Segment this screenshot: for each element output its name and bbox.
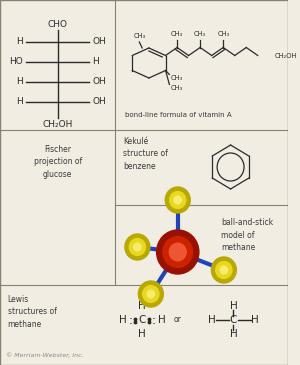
- Text: H: H: [138, 301, 146, 311]
- Circle shape: [143, 285, 159, 303]
- Text: :: :: [129, 314, 133, 327]
- Circle shape: [138, 281, 163, 307]
- Text: CH₃: CH₃: [171, 31, 183, 36]
- Text: CH₂OH: CH₂OH: [43, 120, 73, 129]
- Text: CH₂OH: CH₂OH: [275, 53, 298, 58]
- Circle shape: [125, 234, 150, 260]
- Text: H: H: [119, 315, 127, 325]
- Text: OH: OH: [92, 38, 106, 46]
- Text: ball-and-stick
model of
methane: ball-and-stick model of methane: [221, 218, 273, 252]
- Text: C: C: [139, 315, 146, 325]
- Text: bond-line formula of vitamin A: bond-line formula of vitamin A: [125, 112, 232, 118]
- Text: H: H: [16, 97, 23, 107]
- Text: H: H: [230, 329, 237, 339]
- Text: H: H: [251, 315, 259, 325]
- Text: Kekulé
structure of
benzene: Kekulé structure of benzene: [123, 137, 168, 171]
- Text: :: :: [152, 314, 156, 327]
- Text: or: or: [174, 315, 182, 324]
- Text: H: H: [138, 329, 146, 339]
- Text: CH₃: CH₃: [133, 33, 145, 39]
- Text: CH₃: CH₃: [217, 31, 229, 36]
- Text: © Merriam-Webster, Inc.: © Merriam-Webster, Inc.: [6, 352, 83, 358]
- Text: Lewis
structures of
methane: Lewis structures of methane: [8, 295, 57, 329]
- Circle shape: [129, 239, 146, 255]
- Circle shape: [216, 262, 232, 278]
- Circle shape: [165, 187, 190, 213]
- Text: H: H: [158, 315, 165, 325]
- Circle shape: [157, 230, 199, 274]
- Text: HO: HO: [9, 58, 23, 66]
- Circle shape: [169, 192, 186, 208]
- Circle shape: [147, 290, 154, 298]
- Text: H: H: [208, 315, 216, 325]
- Text: C: C: [230, 315, 237, 325]
- Circle shape: [134, 243, 141, 251]
- Text: H: H: [16, 38, 23, 46]
- Text: CH₃: CH₃: [170, 76, 182, 81]
- Text: CHO: CHO: [48, 20, 68, 29]
- Text: OH: OH: [92, 97, 106, 107]
- Circle shape: [169, 243, 186, 261]
- Text: OH: OH: [92, 77, 106, 87]
- Text: H: H: [16, 77, 23, 87]
- Text: H: H: [92, 58, 99, 66]
- Circle shape: [220, 266, 228, 274]
- Text: CH₃: CH₃: [170, 85, 182, 92]
- Text: Fischer
projection of
glucose: Fischer projection of glucose: [34, 145, 82, 179]
- Text: H: H: [230, 301, 237, 311]
- Text: CH₃: CH₃: [194, 31, 206, 36]
- Circle shape: [174, 196, 182, 204]
- Circle shape: [212, 257, 236, 283]
- Circle shape: [163, 237, 193, 268]
